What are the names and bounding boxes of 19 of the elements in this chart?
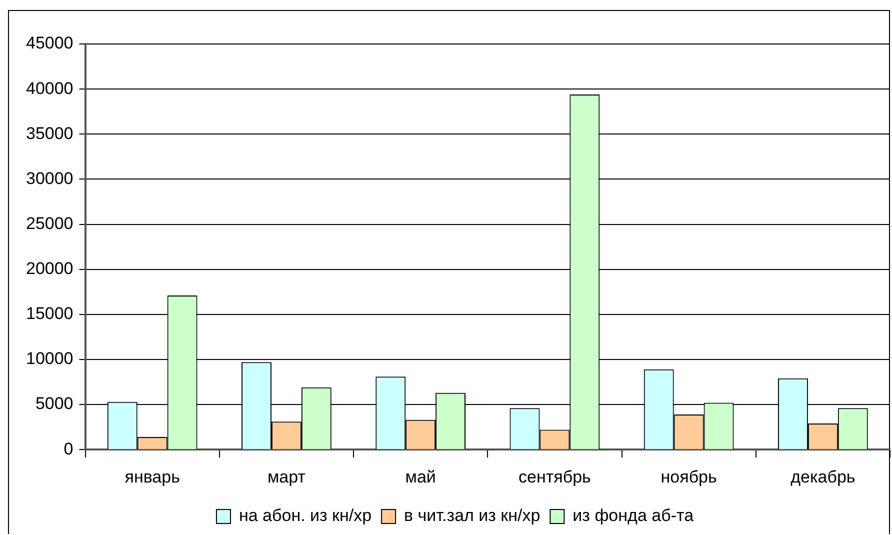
legend-label: в чит.зал из кн/хр: [404, 506, 540, 526]
legend-label: из фонда аб-та: [572, 506, 694, 526]
y-tick-label: 0: [64, 439, 74, 458]
legend-label: на абон. из кн/хр: [238, 506, 372, 526]
y-tick-label: 40000: [26, 78, 74, 98]
x-tick-label: март: [267, 467, 306, 486]
y-tick-label: 20000: [26, 259, 74, 278]
y-tick-label: 10000: [26, 349, 74, 368]
y-tick-label: 45000: [26, 34, 74, 53]
y-tick-label: 25000: [26, 214, 74, 233]
x-tick-label: ноябрь: [660, 467, 718, 486]
x-tick-label: май: [405, 467, 436, 486]
y-tick-label: 35000: [26, 124, 74, 143]
x-tick-label: декабрь: [790, 467, 856, 486]
y-tick-label: 15000: [26, 304, 74, 324]
x-tick-label: январь: [124, 467, 180, 486]
x-tick-label: сентябрь: [518, 467, 592, 486]
y-tick-label: 5000: [35, 394, 74, 414]
y-tick-label: 30000: [26, 168, 74, 188]
